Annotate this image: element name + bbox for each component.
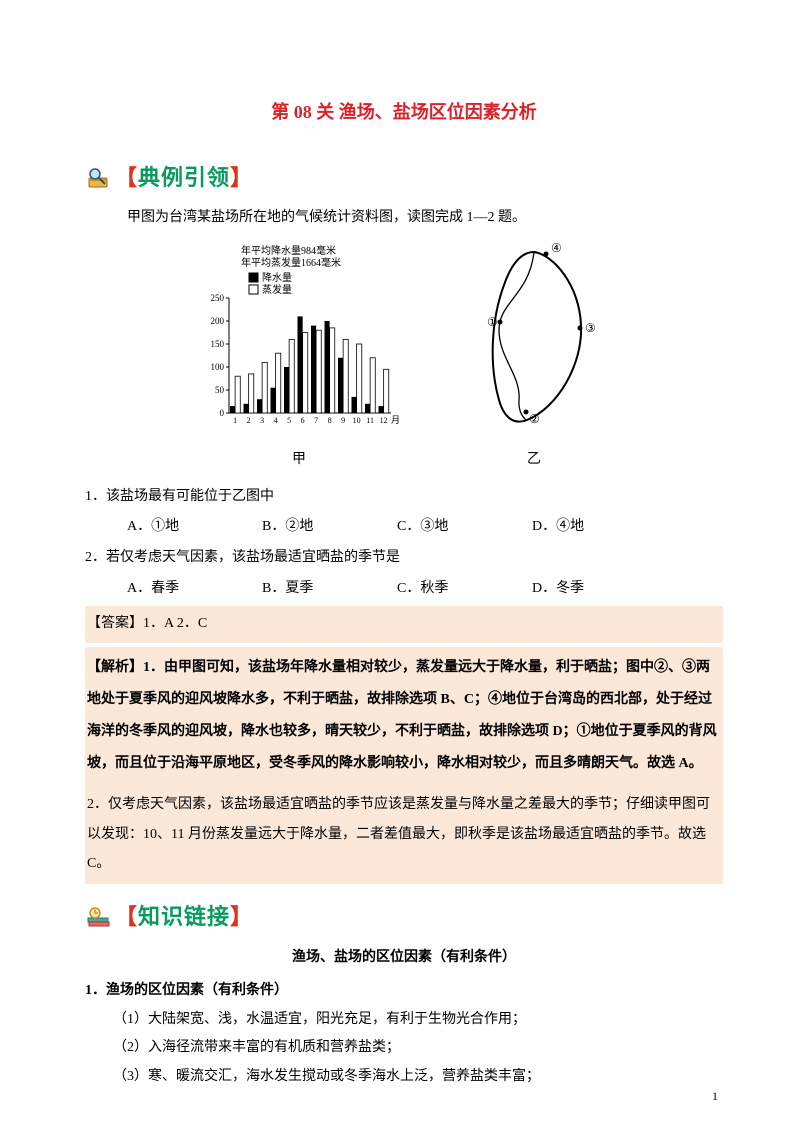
svg-text:5: 5: [287, 416, 291, 425]
magnifier-book-icon: [85, 166, 113, 190]
q2-opts: A．春季 B．夏季 C．秋季 D．冬季: [85, 576, 723, 603]
svg-text:10: 10: [353, 416, 361, 425]
svg-text:6: 6: [301, 416, 305, 425]
section-2-label: 【知识链接】: [115, 896, 253, 938]
svg-text:降水量: 降水量: [262, 271, 292, 284]
section-2-header: 【知识链接】: [85, 896, 723, 938]
svg-text:9: 9: [341, 416, 345, 425]
svg-text:年平均蒸发量1664毫米: 年平均蒸发量1664毫米: [241, 256, 341, 269]
chart-label-jia: 甲: [199, 447, 399, 474]
kw-item-1: （1）大陆架宽、浅，水温适宜，阳光充足，有利于生物光合作用；: [113, 1007, 723, 1034]
svg-text:蒸发量: 蒸发量: [262, 283, 292, 296]
svg-text:④: ④: [551, 241, 562, 255]
chart-jia: 年平均降水量984毫米年平均蒸发量1664毫米降水量蒸发量 0 50 100 150 20…: [199, 240, 399, 474]
answer-line: 【答案】1．A 2．C: [85, 606, 723, 643]
svg-text:年平均降水量984毫米: 年平均降水量984毫米: [241, 244, 336, 257]
svg-text:1: 1: [233, 416, 237, 425]
q1-opts: A．①地 B．②地 C．③地 D．④地: [85, 514, 723, 541]
page-number: 1: [712, 1085, 718, 1108]
q1-opt-d: D．④地: [532, 514, 667, 541]
q2-stem: 2．若仅考虑天气因素，该盐场最适宜晒盐的季节是: [85, 545, 723, 572]
map-yi: ① ② ③ ④ 乙: [459, 240, 609, 474]
q2-opt-b: B．夏季: [262, 576, 397, 603]
svg-text:8: 8: [328, 416, 332, 425]
q2-opt-c: C．秋季: [397, 576, 532, 603]
q1-stem: 1．该盐场最有可能位于乙图中: [85, 484, 723, 511]
kw-item-2: （2）入海径流带来丰富的有机质和营养盐类；: [113, 1035, 723, 1062]
svg-text:2: 2: [247, 416, 251, 425]
section-1-header: 【典例引领】: [85, 157, 723, 199]
figure-row: 年平均降水量984毫米年平均蒸发量1664毫米降水量蒸发量 0 50 100 150 20…: [85, 240, 723, 474]
q1-opt-b: B．②地: [262, 514, 397, 541]
svg-text:③: ③: [585, 321, 596, 335]
taiwan-map: ① ② ③ ④: [459, 240, 609, 435]
section-1-label: 【典例引领】: [115, 157, 253, 199]
kw-item-3: （3）寒、暖流交汇，海水发生搅动或冬季海水上泛，营养盐类丰富；: [113, 1064, 723, 1091]
svg-text:0: 0: [220, 408, 225, 418]
svg-text:250: 250: [211, 293, 225, 303]
svg-text:②: ②: [529, 412, 540, 426]
svg-text:月份: 月份: [391, 414, 399, 425]
svg-text:200: 200: [211, 316, 225, 326]
books-clock-icon: [85, 905, 113, 929]
intro-text: 甲图为台湾某盐场所在地的气候统计资料图，读图完成 1—2 题。: [127, 205, 723, 232]
kw-head: 1．渔场的区位因素（有利条件）: [85, 978, 723, 1005]
climate-bar-chart: 年平均降水量984毫米年平均蒸发量1664毫米降水量蒸发量 0 50 100 150 20…: [199, 240, 399, 435]
svg-text:50: 50: [215, 385, 225, 395]
explanation-2: 2．仅考虑天气因素，该盐场最适宜晒盐的季节应该是蒸发量与降水量之差最大的季节；仔…: [85, 785, 723, 883]
svg-text:3: 3: [260, 416, 264, 425]
chart-label-yi: 乙: [459, 447, 609, 474]
q2-opt-d: D．冬季: [532, 576, 667, 603]
svg-text:150: 150: [211, 339, 225, 349]
page-title: 第 08 关 渔场、盐场区位因素分析: [85, 95, 723, 129]
svg-text:4: 4: [274, 416, 278, 425]
explanation-1: 【解析】1．由甲图可知，该盐场年降水量相对较少，蒸发量远大于降水量，利于晒盐；图…: [85, 647, 723, 786]
svg-text:7: 7: [314, 416, 318, 425]
svg-text:100: 100: [211, 362, 225, 372]
q1-opt-a: A．①地: [127, 514, 262, 541]
q2-opt-a: A．春季: [127, 576, 262, 603]
svg-text:12: 12: [380, 416, 388, 425]
knowledge-title: 渔场、盐场的区位因素（有利条件）: [85, 945, 723, 972]
svg-text:①: ①: [487, 315, 498, 329]
q1-opt-c: C．③地: [397, 514, 532, 541]
svg-text:11: 11: [366, 416, 374, 425]
